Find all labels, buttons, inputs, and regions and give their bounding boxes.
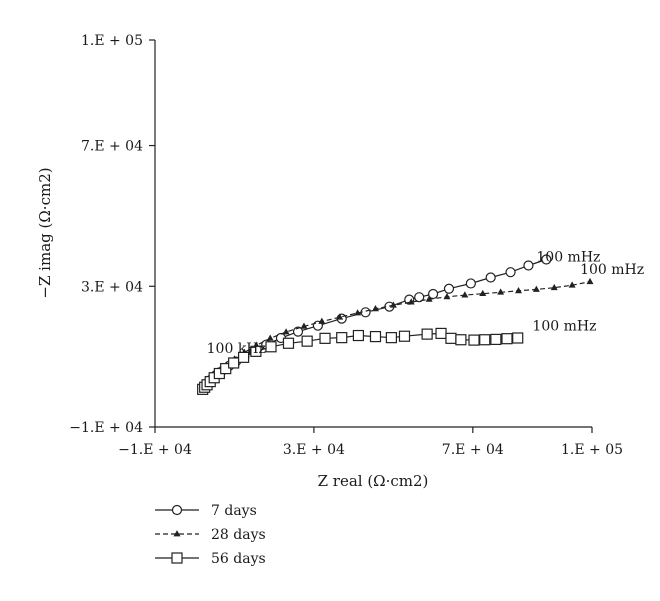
tick-labels: −1.E + 04 3.E + 04 7.E + 04 1.E + 05 −1.E + … bbox=[69, 33, 623, 458]
x-tick-label: 3.E + 04 bbox=[283, 442, 345, 458]
data-point bbox=[523, 260, 534, 271]
data-point bbox=[228, 357, 240, 369]
frequency-annotation: 100 mHz bbox=[580, 262, 644, 278]
legend: 7 days 28 days 56 days bbox=[155, 503, 266, 567]
x-tick-label: −1.E + 04 bbox=[118, 442, 192, 458]
legend-item-seven-days: 7 days bbox=[155, 503, 257, 519]
data-point bbox=[512, 332, 524, 344]
data-point bbox=[265, 341, 277, 353]
data-point bbox=[220, 362, 232, 375]
data-point bbox=[421, 328, 433, 340]
legend-label: 7 days bbox=[211, 503, 257, 519]
data-point bbox=[398, 330, 411, 342]
legend-item-fifty-six-days: 56 days bbox=[155, 551, 266, 567]
data-point bbox=[461, 291, 469, 298]
data-point bbox=[515, 287, 522, 294]
data-point bbox=[485, 272, 496, 283]
data-point bbox=[501, 333, 513, 345]
data-point bbox=[479, 334, 491, 346]
data-point bbox=[292, 326, 304, 337]
data-point bbox=[532, 285, 540, 292]
data-point bbox=[237, 351, 250, 363]
legend-item-twenty-eight-days: 28 days bbox=[155, 527, 266, 543]
data-point bbox=[282, 337, 295, 349]
data-point bbox=[497, 288, 505, 295]
data-point bbox=[479, 289, 487, 297]
data-point bbox=[425, 295, 433, 302]
data-point bbox=[505, 267, 516, 278]
data-point bbox=[250, 345, 262, 357]
data-point bbox=[455, 334, 467, 346]
data-point bbox=[445, 332, 457, 344]
legend-label: 28 days bbox=[211, 527, 266, 543]
x-tick-label: 1.E + 05 bbox=[561, 442, 623, 458]
y-tick-label: 1.E + 05 bbox=[81, 33, 143, 49]
data-point bbox=[586, 277, 594, 285]
x-axis-title: Z real (Ω·cm2) bbox=[318, 472, 429, 490]
frequency-annotation: 100 kHz bbox=[207, 341, 266, 357]
data-point bbox=[266, 334, 274, 341]
data-point bbox=[550, 283, 558, 291]
legend-marker bbox=[171, 552, 183, 564]
y-axis-title: −Z imag (Ω·cm2) bbox=[36, 167, 54, 298]
data-point bbox=[568, 281, 576, 288]
frequency-annotation: 100 mHz bbox=[536, 250, 600, 266]
data-point bbox=[336, 332, 348, 344]
data-point bbox=[414, 292, 425, 303]
data-point bbox=[443, 283, 455, 294]
data-point bbox=[443, 293, 451, 300]
series-fifty-six-days bbox=[197, 327, 524, 395]
series-seven-days bbox=[197, 254, 552, 393]
data-point bbox=[407, 298, 415, 305]
data-point bbox=[389, 301, 397, 308]
y-tick-label: 3.E + 04 bbox=[81, 279, 143, 295]
frequency-annotation: 100 mHz bbox=[532, 318, 596, 334]
data-point bbox=[385, 332, 397, 344]
data-point bbox=[336, 313, 344, 320]
data-point bbox=[435, 327, 447, 340]
data-point bbox=[490, 333, 502, 345]
data-point bbox=[301, 335, 313, 347]
legend-label: 56 days bbox=[211, 551, 266, 567]
y-tick-label: 7.E + 04 bbox=[81, 139, 143, 155]
axes bbox=[149, 39, 593, 433]
y-tick-label: −1.E + 04 bbox=[69, 420, 143, 436]
data-point bbox=[319, 332, 331, 344]
data-point bbox=[318, 317, 326, 324]
data-point bbox=[369, 330, 382, 343]
plot-area bbox=[197, 254, 594, 395]
x-tick-label: 7.E + 04 bbox=[442, 442, 504, 458]
legend-marker bbox=[171, 504, 183, 516]
data-point bbox=[352, 329, 365, 342]
data-point bbox=[465, 278, 476, 289]
data-point bbox=[468, 334, 480, 346]
data-point bbox=[282, 328, 290, 335]
data-point bbox=[372, 304, 379, 312]
data-point bbox=[300, 322, 308, 329]
legend-marker bbox=[173, 530, 181, 537]
data-point bbox=[354, 309, 362, 316]
data-point bbox=[541, 254, 552, 265]
